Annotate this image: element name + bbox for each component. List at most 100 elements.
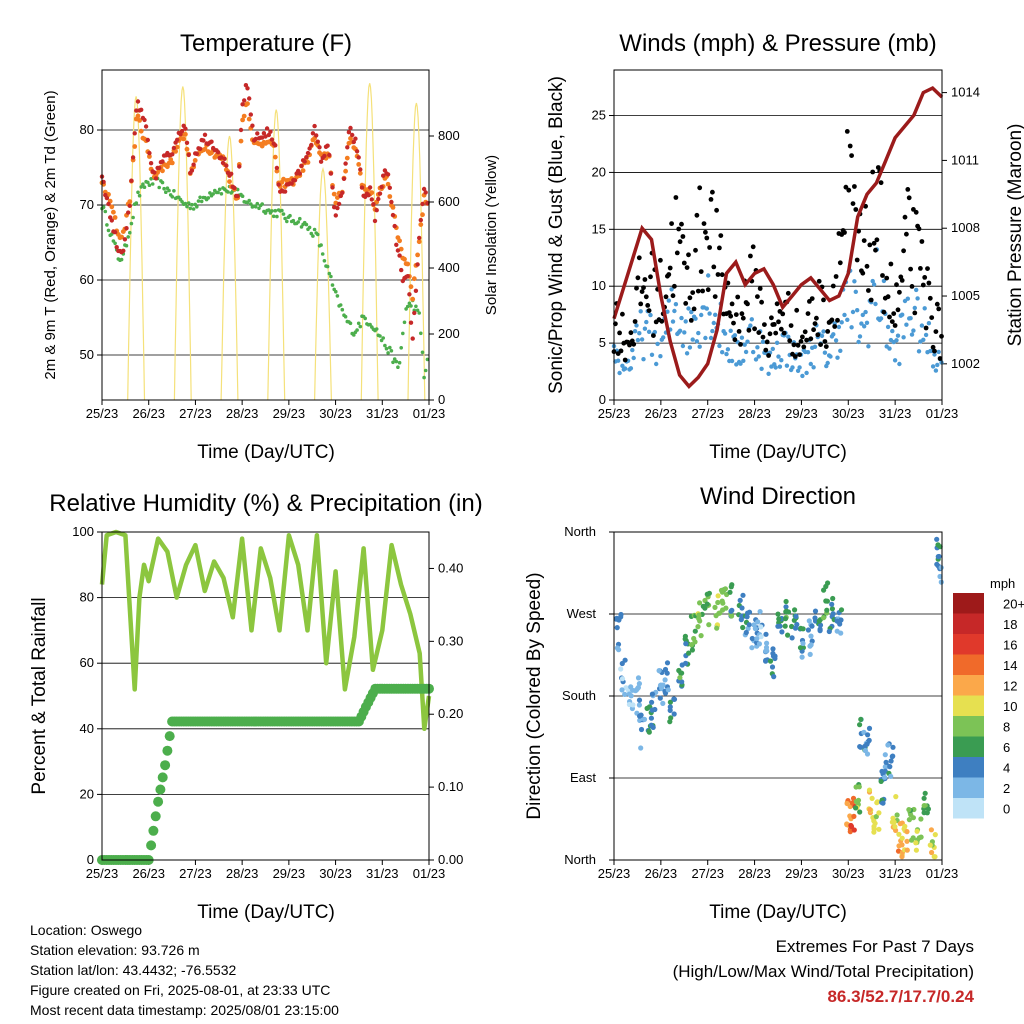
x-tick-label: 29/23 [785, 406, 818, 421]
x-tick-label: 29/23 [273, 406, 306, 421]
wind-gust-point [667, 265, 673, 271]
wind-speed-point [620, 363, 625, 368]
y2-tick-label: 1008 [951, 220, 980, 235]
temp-9m-point [109, 204, 115, 210]
direction-point [792, 625, 799, 631]
wind-gust-point [740, 315, 746, 321]
temp-2m-point [147, 150, 152, 156]
info-latlon: Station lat/lon: 43.4432; -76.5532 [30, 962, 237, 978]
legend-swatch [953, 716, 984, 737]
direction-point [789, 623, 795, 630]
direction-point [824, 607, 830, 613]
wind-gust-point [635, 275, 641, 281]
wind-gust-point [781, 330, 787, 336]
wind-speed-point [742, 342, 747, 347]
rainfall-point [155, 784, 166, 795]
dewpoint-point [420, 350, 425, 355]
wind-speed-point [642, 326, 648, 331]
x-tick-label: 01/23 [413, 406, 446, 421]
wind-gust-point [805, 311, 811, 316]
dewpoint-point [311, 234, 315, 238]
dewpoint-point [157, 185, 161, 190]
direction-point [662, 677, 668, 683]
temp-2m-point [421, 186, 427, 192]
wind-speed-point [703, 335, 708, 341]
direction-point [887, 764, 893, 770]
legend-label: 6 [1003, 740, 1010, 755]
wind-speed-point [855, 308, 860, 313]
dewpoint-point [142, 185, 147, 189]
temp-2m-point [126, 210, 131, 215]
wind-gust-point [745, 301, 750, 307]
direction-point [869, 795, 875, 802]
wind-gust-point [684, 265, 690, 270]
direction-point [689, 642, 695, 648]
temp-2m-point [145, 137, 150, 143]
direction-point [739, 605, 745, 611]
direction-panel: Wind Direction NorthEastSouthWestNorth25… [524, 483, 1024, 923]
x-tick-label: 27/23 [691, 866, 724, 881]
temp-2m-point [318, 159, 324, 164]
direction-point [614, 625, 620, 631]
direction-point [895, 848, 902, 854]
dewpoint-point [199, 199, 204, 204]
wind-gust-point [769, 315, 774, 321]
temp-9m-point [331, 191, 337, 197]
solar-insolation-line [173, 86, 192, 401]
wind-speed-point [679, 315, 684, 321]
direction-point [757, 609, 763, 615]
wind-gust-point [719, 272, 725, 278]
legend-swatch [953, 757, 984, 778]
direction-point [838, 607, 845, 613]
wind-speed-point [885, 324, 891, 330]
dewpoint-point [270, 209, 274, 213]
temp-2m-point [356, 155, 361, 160]
temp-2m-point [255, 131, 260, 136]
extremes-values: 86.3/52.7/17.7/0.24 [827, 987, 974, 1006]
dewpoint-point [190, 202, 194, 207]
y-tick-label: 60 [80, 655, 94, 670]
dewpoint-point [105, 223, 109, 227]
wind-gust-point [864, 263, 870, 269]
solar-insolation-line [267, 109, 286, 401]
wind-speed-point [901, 335, 906, 340]
dewpoint-point [283, 216, 287, 221]
y2-tick-label: 1005 [951, 288, 980, 303]
x-tick-label: 28/23 [738, 866, 771, 881]
legend-swatch [953, 798, 984, 819]
wind-gust-point [801, 344, 807, 350]
dewpoint-point [338, 303, 343, 307]
legend-label: 10 [1003, 699, 1017, 714]
temp-2m-point [143, 124, 149, 129]
temp-2m-point [235, 193, 240, 199]
wind-gust-point [691, 306, 697, 312]
winds-title: Winds (mph) & Pressure (mb) [619, 30, 936, 57]
direction-point [866, 725, 873, 732]
dewpoint-point [291, 218, 296, 223]
direction-point [913, 847, 920, 853]
wind-speed-point [921, 337, 926, 342]
temp-9m-point [132, 144, 138, 149]
dewpoint-point [340, 307, 345, 312]
dewpoint-point [271, 214, 276, 219]
direction-point [727, 589, 733, 595]
wind-gust-point [904, 231, 909, 237]
temp-2m-point [328, 171, 334, 176]
temp-9m-point [274, 168, 280, 174]
wind-speed-point [646, 329, 652, 334]
wind-gust-point [930, 344, 936, 350]
dewpoint-point [363, 316, 368, 321]
station-info: Location: Oswego Station elevation: 93.7… [30, 920, 339, 1020]
wind-gust-point [884, 275, 890, 281]
wind-gust-point [687, 295, 693, 301]
wind-speed-point [922, 306, 927, 311]
wind-gust-point [844, 129, 850, 134]
wind-speed-point [908, 316, 913, 321]
wind-speed-point [887, 346, 892, 351]
wind-speed-point [631, 355, 636, 361]
temp-2m-point [314, 133, 319, 138]
wind-gust-point [888, 261, 894, 267]
temp-2m-point [197, 146, 203, 151]
direction-tick-label: North [564, 852, 596, 867]
temp-9m-point [169, 160, 175, 166]
